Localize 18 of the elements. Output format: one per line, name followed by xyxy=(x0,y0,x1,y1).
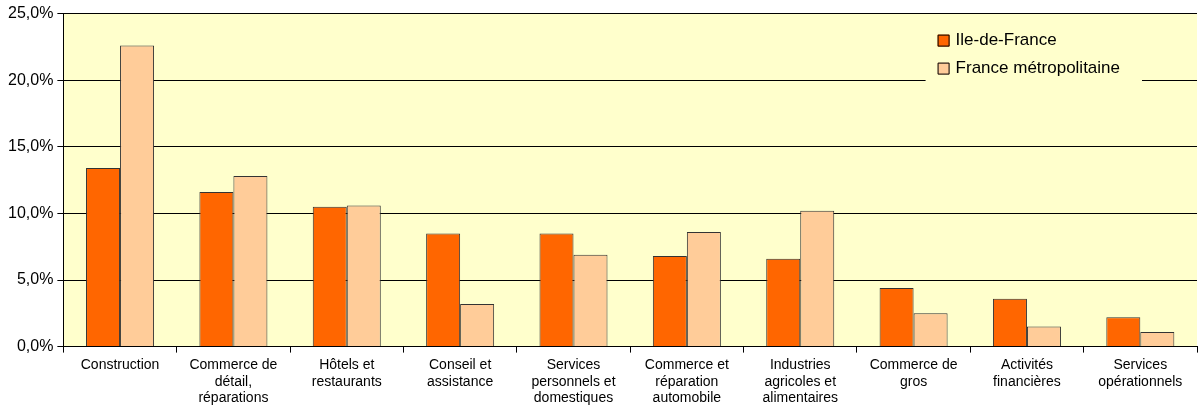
y-tick-label: 25,0% xyxy=(7,4,54,22)
x-tick-label: Commerce de gros xyxy=(869,355,958,389)
y-tick-label: 10,0% xyxy=(7,203,54,221)
x-tick-label: Hôtels et restaurants xyxy=(311,355,382,389)
y-tick-label: 5,0% xyxy=(16,270,54,288)
x-tick-label: Construction xyxy=(80,355,160,372)
legend-label: Ile-de-France xyxy=(955,30,1057,50)
x-tick-label: Conseil et assistance xyxy=(427,355,494,389)
x-tick-label: Services opérationnels xyxy=(1098,355,1183,389)
x-tick-label: Commerce et réparation automobile xyxy=(644,355,729,406)
x-tick-label: Industries agricoles et alimentaires xyxy=(762,355,838,406)
y-tick-label: 15,0% xyxy=(7,137,54,155)
y-tick-label: 20,0% xyxy=(7,70,54,88)
legend-label: France métropolitaine xyxy=(955,58,1121,78)
x-tick-label: Commerce de détail, réparations xyxy=(189,355,278,406)
x-tick-label: Services personnels et domestiques xyxy=(531,355,616,406)
y-tick-label: 0,0% xyxy=(16,337,54,355)
x-tick-label: Activités financières xyxy=(993,355,1061,389)
